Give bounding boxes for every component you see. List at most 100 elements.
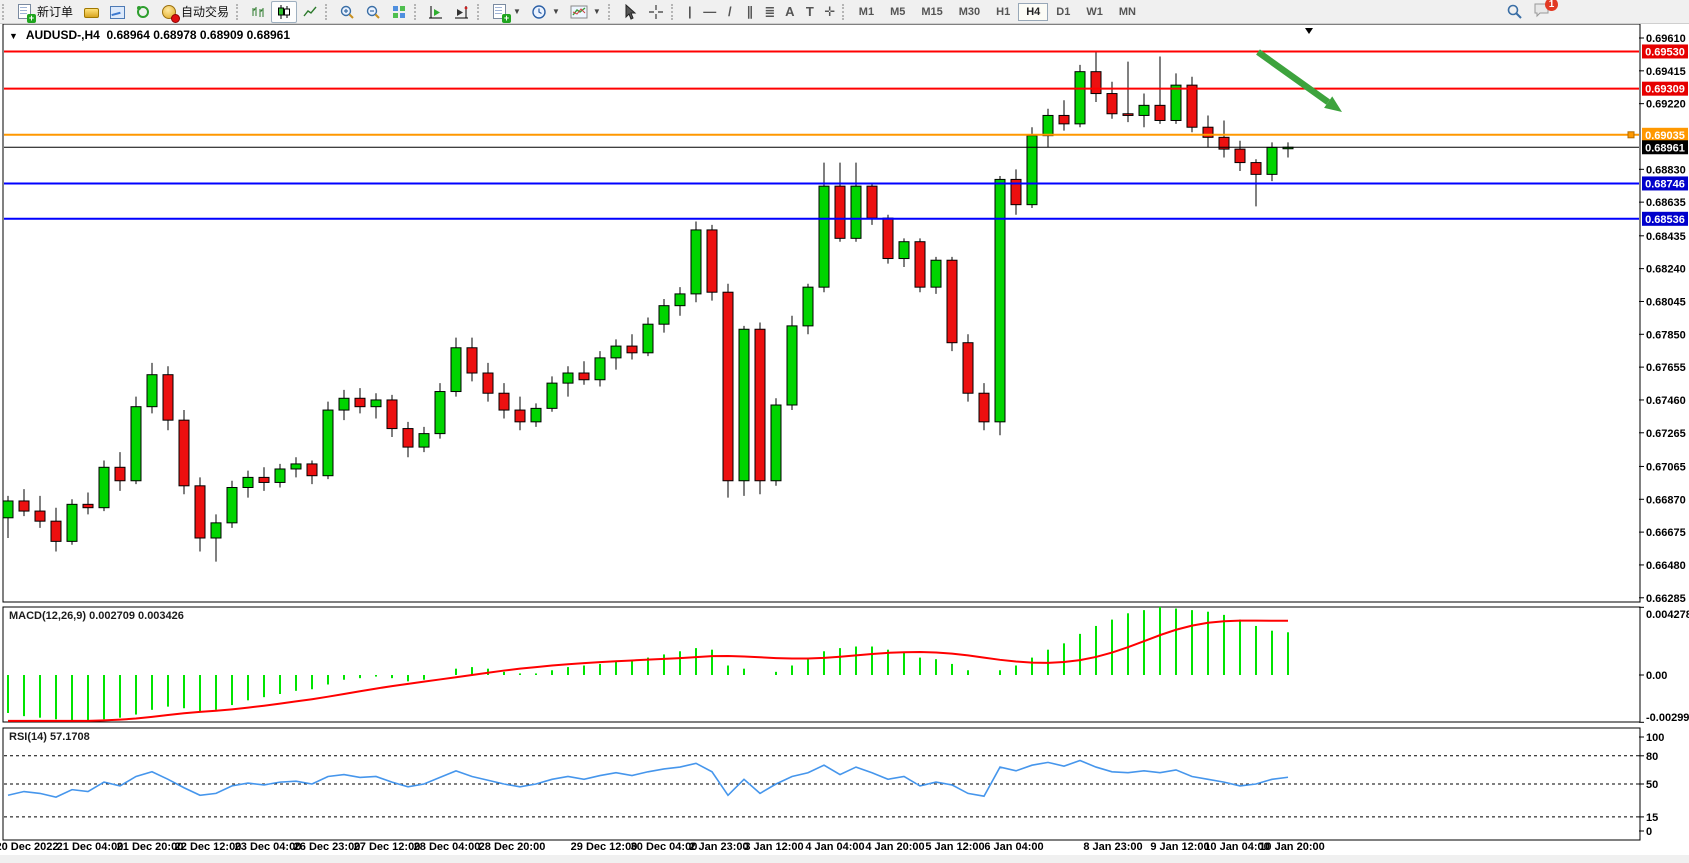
timeframe-m1-button[interactable]: M1 — [858, 5, 875, 18]
auto-scroll-button[interactable] — [423, 1, 449, 23]
bear-candle — [1250, 162, 1262, 175]
line-chart-icon — [303, 6, 317, 16]
toolbar-grip[interactable] — [236, 3, 241, 20]
vertical-line-tool[interactable]: | — [687, 4, 692, 19]
collapse-triangle-icon[interactable]: ▼ — [9, 31, 18, 41]
horizontal-line-tool[interactable]: — — [703, 4, 717, 19]
bear-candle — [754, 328, 766, 482]
bull-candle — [562, 372, 574, 384]
toolbar-grip[interactable] — [2, 3, 7, 20]
x-axis-label: 28 Dec 20:00 — [479, 841, 546, 853]
new-order-button[interactable]: 新订单 — [11, 1, 78, 23]
timeframe-w1-button[interactable]: W1 — [1086, 5, 1103, 18]
y-axis-label: 0.66285 — [1646, 593, 1686, 605]
bar-chart-button[interactable] — [245, 1, 271, 23]
timeframe-m15-button[interactable]: M15 — [921, 5, 943, 18]
bull-candle — [1042, 114, 1054, 137]
macd-pane — [2, 606, 1641, 723]
bear-candle — [82, 503, 94, 509]
new-order-label: 新订单 — [37, 5, 74, 19]
line-handle[interactable] — [1627, 131, 1635, 139]
chat-button[interactable]: 1 — [1533, 0, 1558, 21]
macd-axis-label: 0.004278 — [1646, 609, 1689, 621]
text-label-tool[interactable]: T — [805, 4, 814, 19]
x-axis-label: 20 Dec 2022 — [0, 841, 59, 853]
timeframe-d1-button[interactable]: D1 — [1056, 5, 1071, 18]
line-chart-button[interactable] — [297, 1, 323, 23]
y-axis-label: 0.66480 — [1646, 560, 1686, 572]
search-icon[interactable] — [1506, 3, 1523, 20]
toolbar-grip[interactable] — [670, 3, 676, 20]
metaeditor-button[interactable] — [78, 1, 104, 23]
price-badge — [1642, 176, 1688, 191]
symbol-window-title[interactable]: ▼ AUDUSD-,H4 0.68964 0.68978 0.68909 0.6… — [9, 28, 290, 42]
toolbar-grip[interactable] — [414, 3, 419, 20]
bull-candle — [1170, 84, 1182, 121]
arrow-shaft — [1256, 49, 1331, 105]
timeframe-m5-button[interactable]: M5 — [890, 5, 906, 18]
new-chart-icon — [493, 4, 512, 23]
toolbar-grip[interactable] — [325, 3, 330, 20]
autotrading-button[interactable]: 自动交易 — [156, 1, 234, 23]
rsi-indicator-label: RSI(14) 57.1708 — [9, 731, 90, 743]
toolbar-grip[interactable] — [607, 3, 613, 20]
zoom-out-icon — [366, 5, 380, 19]
chart-canvas[interactable]: 0.69530 0.69309 0.69035 0.68746 0.68536 0.689… — [0, 24, 1689, 863]
rsi-axis-label: 15 — [1646, 812, 1658, 824]
market-watch-button[interactable] — [104, 1, 130, 23]
x-axis-label: 28 Dec 04:00 — [414, 841, 481, 853]
bear-candle — [402, 428, 414, 448]
bull-candle — [322, 409, 334, 477]
trendline-tool[interactable]: / — [727, 4, 732, 19]
bear-candle — [962, 342, 974, 394]
rsi-line — [7, 759, 1289, 799]
y-axis-label: 0.68435 — [1646, 231, 1686, 243]
price-badge — [1642, 211, 1688, 226]
price-badge-text: 0.69530 — [1645, 46, 1685, 58]
new-order-icon — [18, 4, 36, 23]
chevron-down-icon: ▼ — [551, 7, 560, 16]
bear-candle — [1186, 84, 1198, 128]
zoom-out-button[interactable] — [360, 1, 386, 23]
timeframe-h4-button[interactable]: H4 — [1018, 2, 1049, 21]
price-badge — [1642, 81, 1688, 96]
bear-candle — [114, 466, 126, 482]
templates-button[interactable]: ▼ — [565, 1, 606, 23]
timeframe-mn-button[interactable]: MN — [1118, 5, 1136, 18]
bear-candle — [1154, 104, 1166, 121]
new-chart-button[interactable]: ▼ — [486, 1, 526, 23]
fibonacci-tool[interactable]: ≣ — [764, 3, 776, 19]
equidistant-channel-tool[interactable]: ∥ — [746, 3, 754, 19]
candlestick-chart-button[interactable] — [271, 0, 298, 23]
crosshair-icon — [648, 4, 663, 19]
signals-button[interactable] — [130, 1, 156, 23]
cursor-button[interactable] — [617, 1, 643, 23]
tile-windows-button[interactable] — [386, 1, 412, 23]
timeframe-h1-button[interactable]: H1 — [996, 5, 1011, 18]
y-axis-label: 0.67655 — [1646, 362, 1686, 374]
bull-candle — [434, 391, 446, 435]
bear-candle — [466, 347, 478, 374]
rsi-axis-label: 0 — [1646, 826, 1652, 838]
y-axis-label: 0.68830 — [1646, 164, 1686, 176]
macd-indicator-label: MACD(12,26,9) 0.002709 0.003426 — [9, 610, 184, 622]
y-axis-label: 0.68240 — [1646, 264, 1686, 276]
text-tool[interactable]: A — [785, 4, 795, 19]
toolbar-grip[interactable] — [477, 3, 482, 20]
toolbar-grip[interactable] — [841, 3, 847, 20]
drawing-tools-group: | — / ∥ ≣ A T ✛ — [680, 4, 840, 20]
chart-shift-button[interactable] — [449, 1, 475, 23]
timeframe-m30-button[interactable]: M30 — [958, 5, 981, 18]
periods-button[interactable]: ▼ — [526, 1, 565, 23]
macd-axis-label: 0.00 — [1646, 670, 1667, 682]
autotrading-icon — [162, 4, 177, 19]
arrows-tool[interactable]: ✛ — [824, 3, 836, 19]
zoom-in-button[interactable] — [334, 1, 360, 23]
down-trend-arrow[interactable] — [1256, 49, 1342, 112]
crosshair-button[interactable] — [643, 1, 669, 23]
signal-icon — [137, 5, 150, 18]
y-axis-label: 0.69610 — [1646, 33, 1686, 45]
x-axis-label: 6 Jan 04:00 — [984, 841, 1043, 853]
bull-candle — [930, 259, 942, 288]
